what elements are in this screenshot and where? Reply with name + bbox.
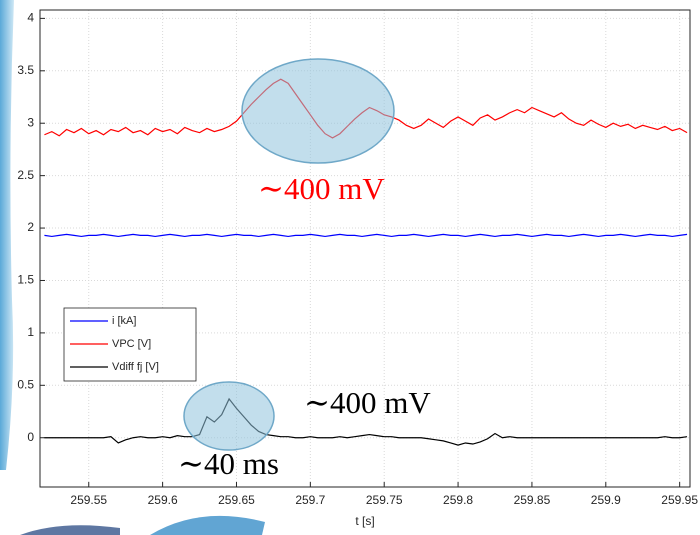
annotation: ∼400 mV (258, 171, 385, 206)
decor-logo (150, 515, 265, 535)
axes-box (39, 9, 691, 488)
x-tick-label: 259.75 (366, 493, 403, 507)
highlight-ellipse (241, 58, 395, 164)
y-tick-label: 1 (27, 325, 34, 339)
annotation: ∼40 ms (178, 446, 279, 481)
decor-swoosh (0, 0, 14, 470)
x-tick-label: 259.9 (591, 493, 621, 507)
legend: i [kA] VPC [V] Vdiff fj [V] (63, 307, 197, 382)
y-tick-label: 4 (27, 11, 34, 25)
series-line (44, 233, 688, 238)
x-axis-label: t [s] (355, 514, 374, 528)
legend-label: VPC [V] (112, 338, 151, 350)
y-tick-label: 0.5 (17, 377, 34, 391)
y-tick-label: 0 (27, 430, 34, 444)
x-tick-label: 259.95 (661, 493, 698, 507)
y-tick-label: 2.5 (17, 168, 34, 182)
series-line (44, 397, 688, 446)
highlight-ellipse (183, 381, 275, 451)
y-tick-label: 2 (27, 220, 34, 234)
x-tick-label: 259.7 (295, 493, 325, 507)
x-tick-label: 259.55 (70, 493, 107, 507)
x-tick-label: 259.8 (443, 493, 473, 507)
annotation: ∼400 mV (304, 385, 431, 420)
y-tick-label: 3 (27, 115, 34, 129)
y-tick-label: 1.5 (17, 273, 34, 287)
legend-label: i [kA] (112, 315, 136, 327)
x-tick-label: 259.65 (218, 493, 255, 507)
x-tick-label: 259.6 (148, 493, 178, 507)
legend-label: Vdiff fj [V] (112, 361, 159, 373)
grid: 0 0.5 1 1.5 2 2.5 3 3.5 4 259.55 259.6 259.65 259.7 2… (17, 10, 698, 507)
x-tick-label: 259.85 (514, 493, 551, 507)
annotations: ∼400 mV ∼400 mV ∼40 ms (178, 58, 431, 481)
decor-logo (20, 525, 120, 535)
y-tick-label: 3.5 (17, 63, 34, 77)
